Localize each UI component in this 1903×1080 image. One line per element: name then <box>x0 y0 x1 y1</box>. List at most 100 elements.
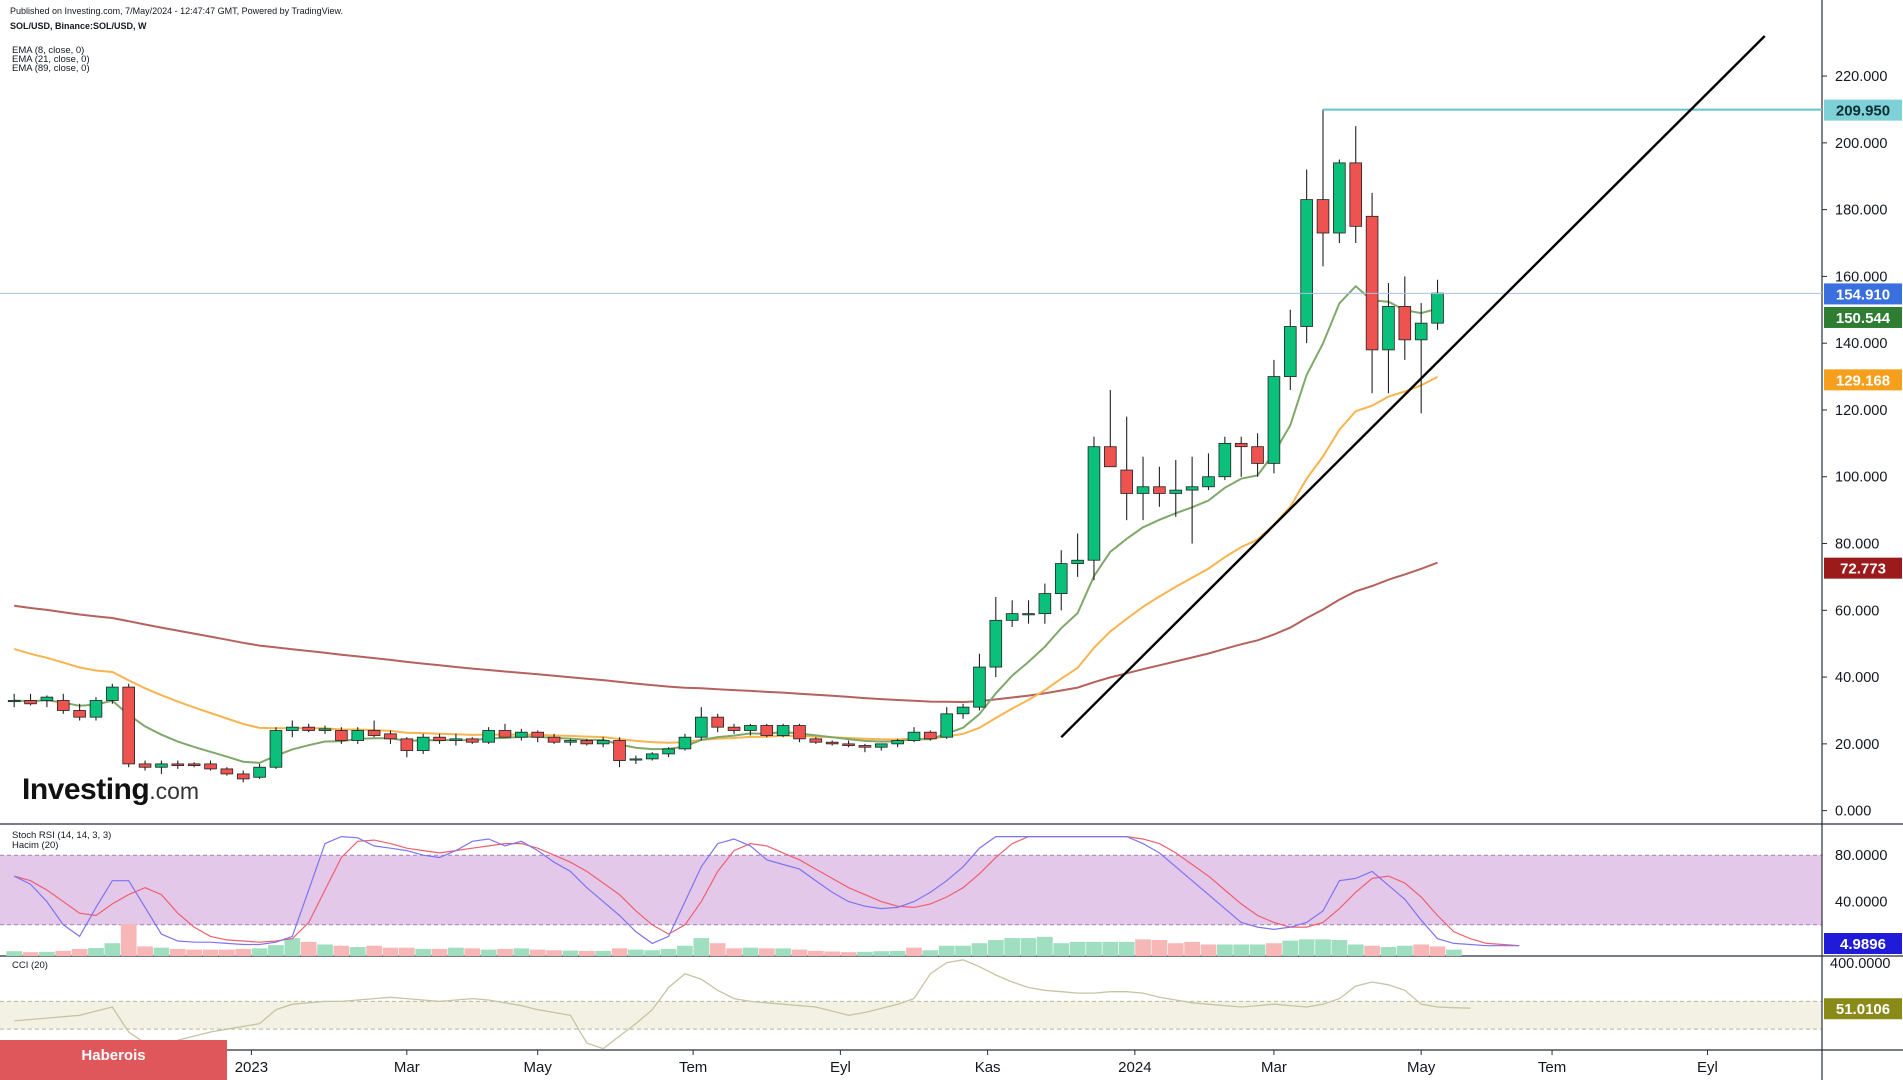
candle-body[interactable] <box>711 716 724 728</box>
symbol-title: SOL/USD, Binance:SOL/USD, W <box>10 21 147 31</box>
candle-body[interactable] <box>7 700 21 703</box>
candle-body[interactable] <box>416 736 430 751</box>
candle-body[interactable] <box>1267 376 1281 464</box>
candle-body[interactable] <box>907 731 921 741</box>
candle-body[interactable] <box>138 763 152 768</box>
candle-body[interactable] <box>1038 593 1052 615</box>
candle-body[interactable] <box>1022 613 1035 616</box>
candle-body[interactable] <box>645 753 659 760</box>
candle-body[interactable] <box>956 706 970 715</box>
candle-body[interactable] <box>236 773 250 780</box>
candle-body[interactable] <box>1414 322 1428 341</box>
candle-body[interactable] <box>1120 469 1133 494</box>
candle-body[interactable] <box>989 619 1003 668</box>
candle-body[interactable] <box>793 725 806 740</box>
candle-body[interactable] <box>498 730 512 738</box>
volume-bar <box>791 949 808 956</box>
candle-body[interactable] <box>825 741 839 745</box>
candle-body[interactable] <box>1316 199 1330 234</box>
candle-body[interactable] <box>1153 486 1166 494</box>
candle-body[interactable] <box>187 763 201 766</box>
candle-body[interactable] <box>1349 162 1363 227</box>
candle-body[interactable] <box>874 743 888 748</box>
candle-body[interactable] <box>269 730 283 768</box>
candle-body[interactable] <box>40 696 54 701</box>
candle-body[interactable] <box>1431 292 1444 324</box>
candle-body[interactable] <box>286 726 299 731</box>
candle-body[interactable] <box>1283 326 1297 377</box>
candle-body[interactable] <box>367 730 381 736</box>
candle-body[interactable] <box>56 700 70 711</box>
candle-body[interactable] <box>547 736 561 743</box>
candle-body[interactable] <box>122 686 135 765</box>
volume-bar <box>1266 943 1282 956</box>
candle-body[interactable] <box>842 743 855 746</box>
candle-body[interactable] <box>564 740 577 743</box>
candle-body[interactable] <box>465 738 479 743</box>
candle-body[interactable] <box>1365 215 1379 351</box>
candle-body[interactable] <box>858 745 872 748</box>
candle-body[interactable] <box>1251 446 1264 464</box>
candle-body[interactable] <box>220 768 234 775</box>
candle-body[interactable] <box>253 766 266 778</box>
ema89-line <box>14 561 1438 704</box>
candle-body[interactable] <box>695 716 708 738</box>
candle-body[interactable] <box>1136 486 1150 494</box>
candle-body[interactable] <box>727 726 741 731</box>
candle-body[interactable] <box>1333 162 1346 234</box>
candle-body[interactable] <box>776 725 790 736</box>
candle-body[interactable] <box>384 733 397 740</box>
candle-body[interactable] <box>1169 489 1183 494</box>
candle-body[interactable] <box>433 736 446 741</box>
candle-body[interactable] <box>89 700 103 718</box>
candle-body[interactable] <box>106 686 119 701</box>
candle-body[interactable] <box>678 736 692 750</box>
candle-body[interactable] <box>940 713 954 738</box>
candle-body[interactable] <box>1185 486 1199 491</box>
candle-body[interactable] <box>1054 563 1068 595</box>
volume-bar <box>1282 940 1299 956</box>
candle-body[interactable] <box>318 728 332 731</box>
volume-bar <box>546 950 562 956</box>
candle-body[interactable] <box>351 730 365 741</box>
volume-bar <box>349 947 366 956</box>
candle-body[interactable] <box>629 758 643 761</box>
candle-body[interactable] <box>204 763 217 770</box>
candle-body[interactable] <box>24 700 37 705</box>
candle-body[interactable] <box>400 738 414 751</box>
candle-body[interactable] <box>891 740 904 745</box>
candle-body[interactable] <box>482 730 495 743</box>
candle-body[interactable] <box>515 731 528 738</box>
candle-body[interactable] <box>1300 199 1313 327</box>
candle-body[interactable] <box>1382 306 1395 351</box>
volume-bar <box>6 951 23 956</box>
candle-body[interactable] <box>580 740 594 745</box>
candle-body[interactable] <box>744 725 757 731</box>
candle-body[interactable] <box>1202 476 1215 488</box>
candle-body[interactable] <box>596 740 610 745</box>
candle-body[interactable] <box>302 726 315 731</box>
candle-body[interactable] <box>1104 446 1117 468</box>
candle-body[interactable] <box>171 763 185 766</box>
candle-body[interactable] <box>973 666 986 708</box>
candle-body[interactable] <box>809 738 823 743</box>
candle-body[interactable] <box>1071 559 1084 564</box>
candle-body[interactable] <box>613 740 626 761</box>
candle-body[interactable] <box>1218 442 1232 478</box>
candle-body[interactable] <box>1087 446 1101 561</box>
candle-body[interactable] <box>335 730 348 741</box>
support-trendline[interactable] <box>1060 35 1766 739</box>
candle-body[interactable] <box>155 763 168 768</box>
y-tick-label: 220.000 <box>1835 69 1887 85</box>
candle-body[interactable] <box>73 710 86 718</box>
candle-body[interactable] <box>531 731 545 738</box>
candle-body[interactable] <box>1005 613 1019 621</box>
candle-body[interactable] <box>662 748 675 755</box>
volume-bar <box>1151 940 1168 956</box>
candle-body[interactable] <box>1398 306 1412 341</box>
candle-body[interactable] <box>1234 442 1248 448</box>
candle-body[interactable] <box>924 731 937 740</box>
candle-body[interactable] <box>760 725 774 736</box>
candle-body[interactable] <box>449 738 463 741</box>
